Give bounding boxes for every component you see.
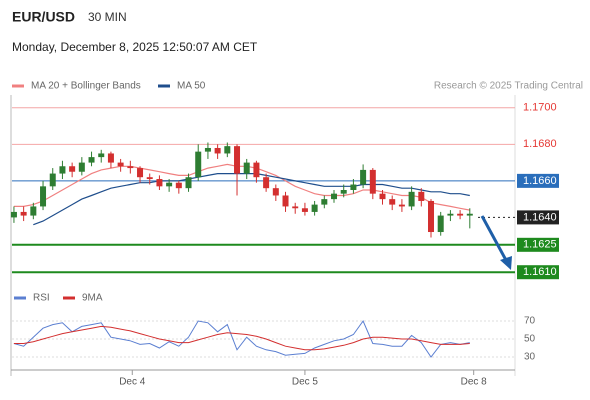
level-label: 1.1700 xyxy=(523,102,557,114)
candle-body xyxy=(195,151,202,178)
candle-body xyxy=(224,146,231,154)
forecast-arrowhead xyxy=(500,256,512,270)
level-label-box xyxy=(517,173,559,188)
legend-label: 9MA xyxy=(82,293,103,304)
x-tick-label: Dec 4 xyxy=(119,377,146,388)
level-label: 1.1680 xyxy=(523,138,557,150)
candle-body xyxy=(234,146,241,174)
candle-body xyxy=(69,166,76,172)
candle-body xyxy=(117,162,124,167)
candle-body xyxy=(78,162,85,172)
candle-body xyxy=(466,213,473,216)
candle-body xyxy=(156,179,163,187)
candle-body xyxy=(127,166,134,169)
candle-body xyxy=(20,211,27,216)
candle-body xyxy=(88,157,95,163)
series-line xyxy=(13,325,470,351)
candle-body xyxy=(457,213,464,216)
level-label: 1.1625 xyxy=(523,239,557,251)
candle-body xyxy=(253,162,260,178)
candle-body xyxy=(282,195,289,207)
candle-body xyxy=(214,147,221,154)
candle-body xyxy=(98,153,105,158)
candle-body xyxy=(360,169,367,185)
timeframe: 30 MIN xyxy=(88,10,127,24)
y-tick-label: 50 xyxy=(524,334,536,345)
candle-body xyxy=(49,173,56,187)
series-line xyxy=(13,163,470,211)
candle-body xyxy=(137,168,144,178)
candle-body xyxy=(40,186,47,207)
level-label-box xyxy=(517,210,559,225)
candle-body xyxy=(30,206,37,216)
candle-body xyxy=(311,204,318,212)
forecast-arrow xyxy=(480,215,509,263)
candle-body xyxy=(146,177,153,180)
candle-body xyxy=(59,166,66,174)
candle-body xyxy=(379,193,386,200)
candle-body xyxy=(331,193,338,200)
copyright: Research © 2025 Trading Central xyxy=(434,81,583,92)
y-tick-label: 30 xyxy=(524,352,536,363)
candle-body xyxy=(10,211,17,218)
candle-body xyxy=(243,162,250,174)
candle-body xyxy=(107,153,114,163)
candle-body xyxy=(292,206,299,209)
legend-label: RSI xyxy=(33,293,50,304)
candle-body xyxy=(175,182,182,189)
candle-body xyxy=(166,182,173,187)
candle-body xyxy=(340,190,347,194)
candle-body xyxy=(447,213,454,216)
candle-body xyxy=(185,177,192,189)
candle-body xyxy=(263,177,270,189)
candle-body xyxy=(350,184,357,190)
y-tick-label: 70 xyxy=(524,316,536,327)
candle-body xyxy=(272,188,279,196)
candle-body xyxy=(428,200,435,233)
level-label: 1.1640 xyxy=(523,211,557,223)
candle-body xyxy=(301,208,308,212)
candle-body xyxy=(389,199,396,205)
candle-body xyxy=(437,215,444,233)
candle-body xyxy=(369,169,376,194)
legend-label: MA 50 xyxy=(177,81,206,92)
level-label: 1.1610 xyxy=(523,266,557,278)
candle-body xyxy=(204,147,211,152)
candle-body xyxy=(321,199,328,205)
candle-body xyxy=(418,191,425,201)
x-tick-label: Dec 5 xyxy=(292,377,319,388)
candle-body xyxy=(408,191,415,207)
candle-body xyxy=(398,204,405,207)
level-label-box xyxy=(517,265,559,280)
legend-label: MA 20 + Bollinger Bands xyxy=(31,81,141,92)
timestamp: Monday, December 8, 2025 12:50:07 AM CET xyxy=(12,40,258,54)
x-tick-label: Dec 8 xyxy=(461,377,488,388)
symbol: EUR/USD xyxy=(12,9,75,25)
level-label-box xyxy=(517,237,559,252)
series-line xyxy=(33,173,470,226)
series-line xyxy=(13,319,470,358)
level-label: 1.1660 xyxy=(523,175,557,187)
plot: 1.1700 1.1680 1.1660 1.1640 1.1625 1.1610 MA 2… xyxy=(10,81,559,388)
